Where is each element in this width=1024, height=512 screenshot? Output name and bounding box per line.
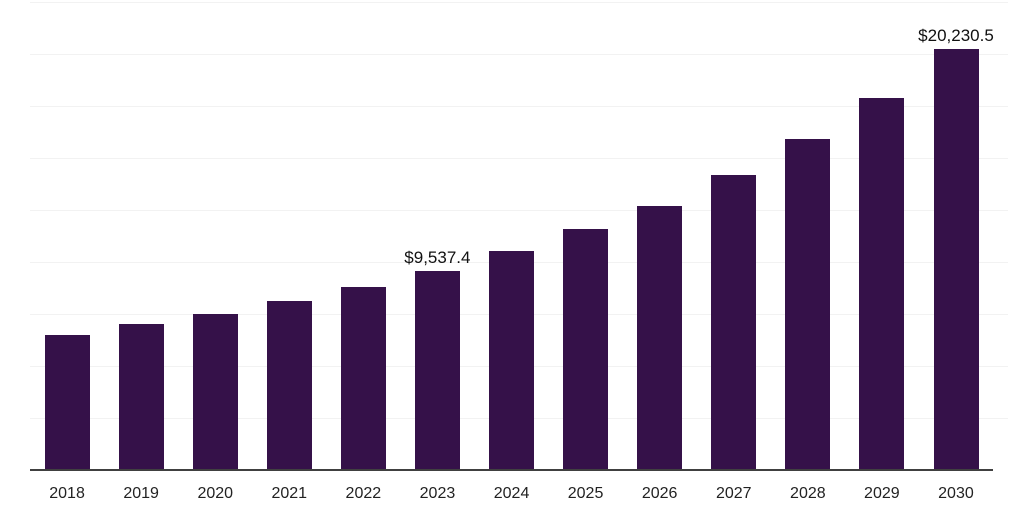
x-axis-line: [30, 469, 993, 471]
gridline: [30, 210, 1008, 211]
gridline: [30, 54, 1008, 55]
x-tick-label-2019: 2019: [123, 485, 159, 502]
bar-2030: [933, 48, 979, 470]
x-tick-label-2018: 2018: [49, 485, 85, 502]
x-tick-label-2020: 2020: [197, 485, 234, 502]
bar-2018: [44, 335, 90, 470]
x-tick-label-2021: 2021: [271, 485, 308, 502]
bar-2023: [414, 271, 460, 470]
gridline: [30, 158, 1008, 159]
bar-2022: [340, 287, 386, 470]
bar-2027: [711, 175, 757, 470]
x-tick-label-2028: 2028: [790, 485, 826, 502]
bar-2024: [489, 250, 534, 470]
bar-2021: [266, 300, 312, 470]
bar-2029: [859, 97, 905, 470]
x-tick-label-2022: 2022: [345, 485, 382, 502]
gridline: [30, 2, 1008, 3]
bar-2025: [563, 229, 609, 470]
value-label-2030: $20,230.5: [918, 25, 994, 45]
x-tick-label-2024: 2024: [493, 485, 530, 502]
bar-2020: [192, 314, 238, 470]
x-tick-label-2030: 2030: [938, 485, 974, 502]
bar-2028: [785, 139, 831, 470]
gridline: [30, 106, 1008, 107]
x-tick-label-2025: 2025: [567, 485, 604, 502]
bar-2019: [118, 324, 164, 470]
x-tick-label-2023: 2023: [419, 485, 456, 502]
x-tick-label-2029: 2029: [864, 485, 900, 502]
x-tick-label-2026: 2026: [641, 485, 678, 502]
bar-2026: [637, 206, 683, 470]
x-tick-label-2027: 2027: [715, 485, 752, 502]
value-label-2023: $9,537.4: [404, 248, 471, 268]
